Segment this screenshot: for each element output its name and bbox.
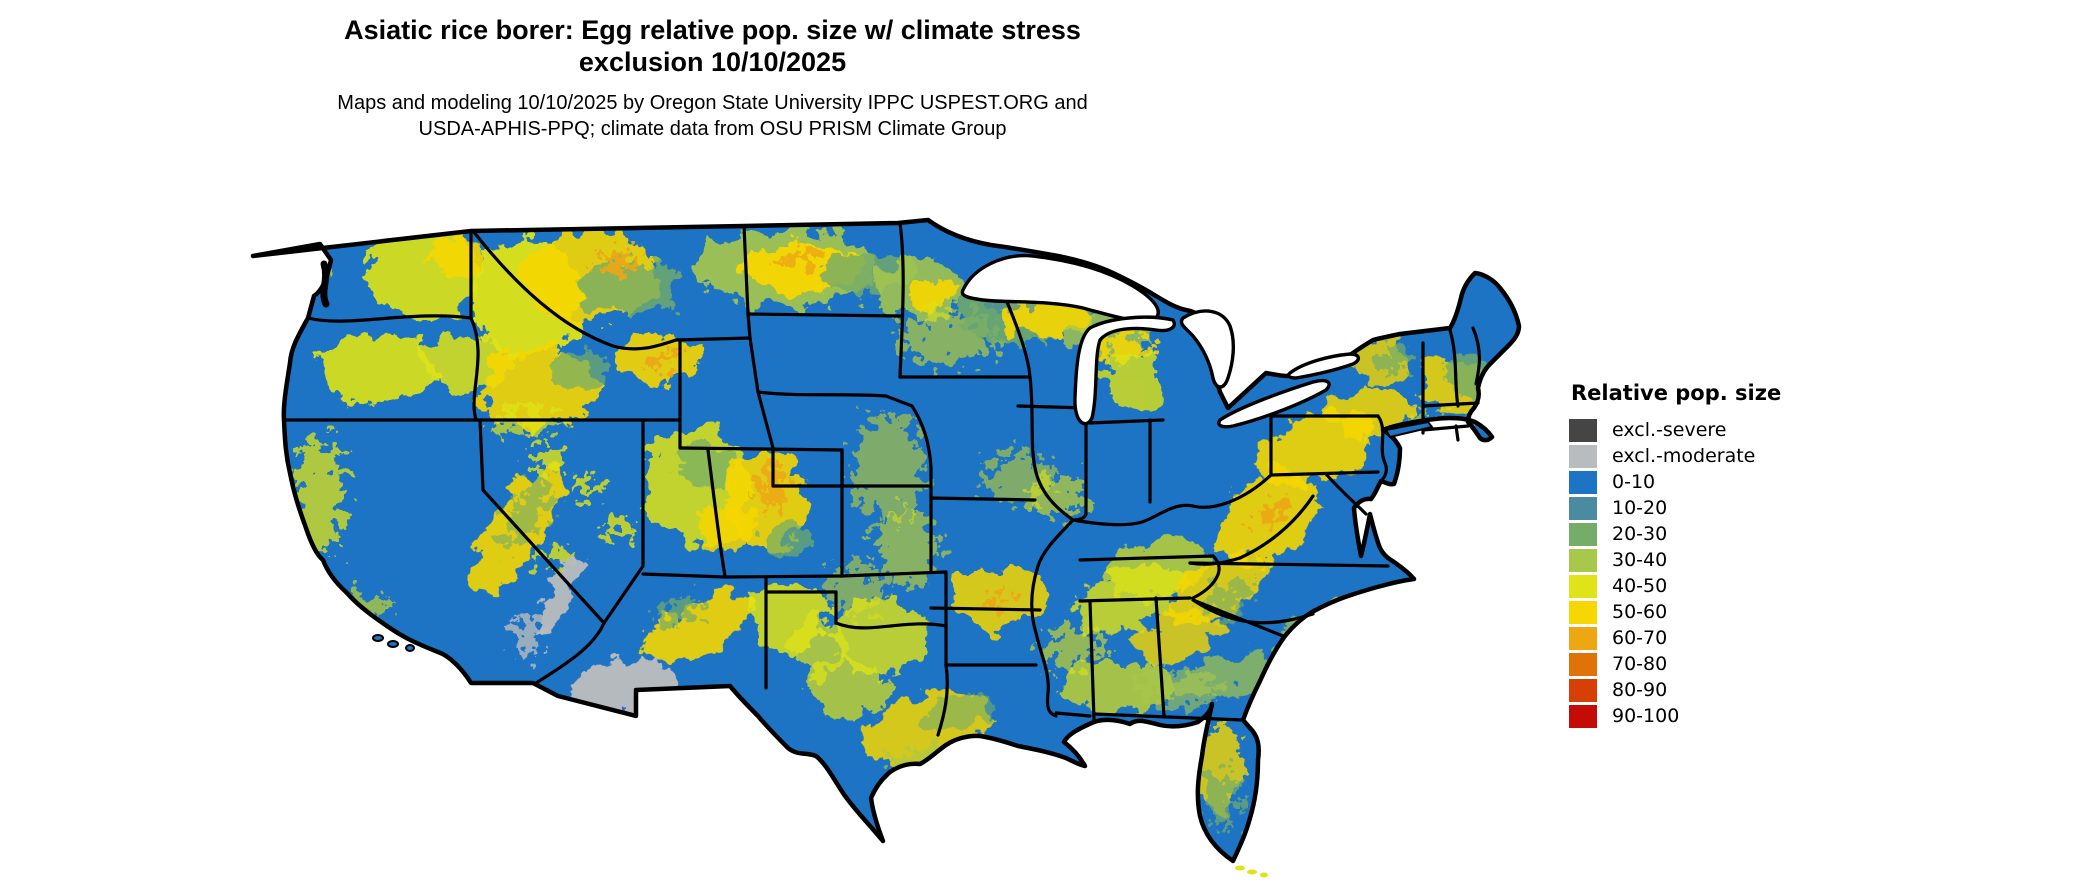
legend-label: 50-60 — [1612, 601, 1668, 623]
map-subtitle: Maps and modeling 10/10/2025 by Oregon S… — [0, 90, 1425, 142]
legend-swatch-icon — [1569, 678, 1597, 702]
us-map — [228, 168, 1540, 884]
legend-swatch-icon — [1569, 496, 1597, 520]
channel-island — [387, 640, 399, 648]
lake-michigan — [1073, 315, 1176, 426]
legend-swatch-icon — [1569, 704, 1597, 728]
lake-ontario — [1286, 352, 1360, 380]
legend-label: 80-90 — [1612, 679, 1668, 701]
legend-swatch-icon — [1569, 444, 1597, 468]
legend-entries: excl.-severe excl.-moderate 0-10 10-20 20-30… — [1569, 417, 1809, 729]
legend-label: 60-70 — [1612, 627, 1668, 649]
legend-label: 20-30 — [1612, 523, 1668, 545]
legend-label: excl.-severe — [1612, 419, 1727, 441]
legend-row: 90-100 — [1569, 703, 1809, 729]
legend-label: 70-80 — [1612, 653, 1668, 675]
legend-label: excl.-moderate — [1612, 445, 1756, 467]
state-borders — [284, 221, 1481, 737]
great-lakes — [960, 253, 1360, 429]
channel-island — [372, 634, 384, 642]
long-island — [1384, 420, 1434, 439]
islands — [372, 420, 1434, 652]
legend-row: 0-10 — [1569, 469, 1809, 495]
legend-label: 10-20 — [1612, 497, 1668, 519]
legend-row: 50-60 — [1569, 599, 1809, 625]
lake-erie — [1217, 378, 1331, 429]
legend-label: 90-100 — [1612, 705, 1680, 727]
legend-swatch-icon — [1569, 418, 1597, 442]
legend-row: 30-40 — [1569, 547, 1809, 573]
map-title-line1: Asiatic rice borer: Egg relative pop. si… — [344, 15, 1081, 45]
legend-label: 30-40 — [1612, 549, 1668, 571]
map-subtitle-line1: Maps and modeling 10/10/2025 by Oregon S… — [337, 92, 1088, 114]
legend-row: excl.-severe — [1569, 417, 1809, 443]
legend-row: 10-20 — [1569, 495, 1809, 521]
map-subtitle-line2: USDA-APHIS-PPQ; climate data from OSU PR… — [418, 118, 1007, 140]
legend-swatch-icon — [1569, 548, 1597, 572]
legend-swatch-icon — [1569, 652, 1597, 676]
legend-row: 60-70 — [1569, 625, 1809, 651]
legend-swatch-icon — [1569, 626, 1597, 650]
legend-swatch-icon — [1569, 470, 1597, 494]
map-title: Asiatic rice borer: Egg relative pop. si… — [0, 14, 1425, 78]
legend-swatch-icon — [1569, 574, 1597, 598]
legend-label: 40-50 — [1612, 575, 1668, 597]
legend-row: 40-50 — [1569, 573, 1809, 599]
legend-row: excl.-moderate — [1569, 443, 1809, 469]
legend-swatch-icon — [1569, 600, 1597, 624]
lake-huron — [1179, 309, 1236, 389]
us-map-svg — [228, 168, 1540, 878]
legend-swatch-icon — [1569, 522, 1597, 546]
florida-keys — [1235, 865, 1268, 878]
legend-row: 20-30 — [1569, 521, 1809, 547]
legend-row: 80-90 — [1569, 677, 1809, 703]
map-title-line2: exclusion 10/10/2025 — [578, 47, 847, 77]
legend-label: 0-10 — [1612, 471, 1656, 493]
legend: Relative pop. size excl.-severe excl.-mod… — [1569, 381, 1809, 729]
legend-row: 70-80 — [1569, 651, 1809, 677]
channel-island — [405, 644, 415, 652]
legend-title: Relative pop. size — [1571, 381, 1782, 405]
header: Asiatic rice borer: Egg relative pop. si… — [0, 14, 1425, 142]
puget-sound-inlets — [320, 260, 330, 308]
